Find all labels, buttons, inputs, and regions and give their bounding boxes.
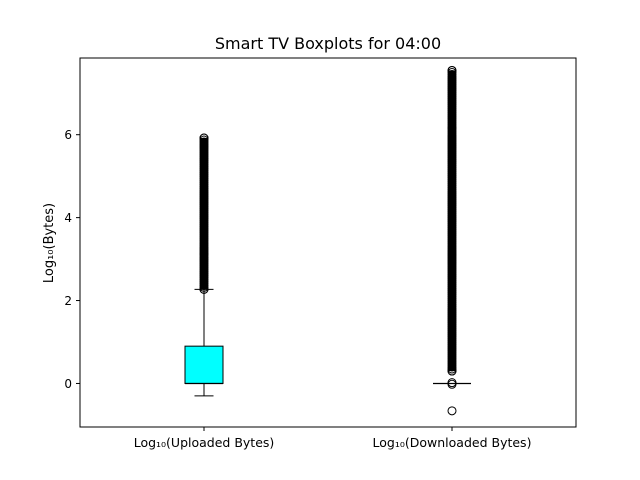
box-group xyxy=(433,65,471,416)
outlier-point xyxy=(447,378,457,388)
box-group xyxy=(184,133,224,397)
x-tick-label: Log₁₀(Downloaded Bytes) xyxy=(373,435,532,450)
plot-area xyxy=(184,65,471,416)
x-axis: Log₁₀(Uploaded Bytes) Log₁₀(Downloaded By… xyxy=(134,427,532,450)
plot-frame xyxy=(79,57,577,428)
outlier-band xyxy=(200,138,208,290)
y-tick-label: 2 xyxy=(64,294,72,308)
y-tick-label: 6 xyxy=(64,128,72,142)
chart-title: Smart TV Boxplots for 04:00 xyxy=(215,34,441,53)
y-axis: 0 2 4 6 xyxy=(64,128,80,391)
box-iqr xyxy=(184,345,224,384)
y-axis-label: Log₁₀(Bytes) xyxy=(42,203,57,283)
outlier-band xyxy=(448,70,456,372)
outlier-point xyxy=(447,406,457,416)
y-tick-label: 4 xyxy=(64,211,72,225)
outlier-point xyxy=(447,366,457,376)
y-tick-label: 0 xyxy=(64,377,72,391)
x-tick-label: Log₁₀(Uploaded Bytes) xyxy=(134,435,275,450)
